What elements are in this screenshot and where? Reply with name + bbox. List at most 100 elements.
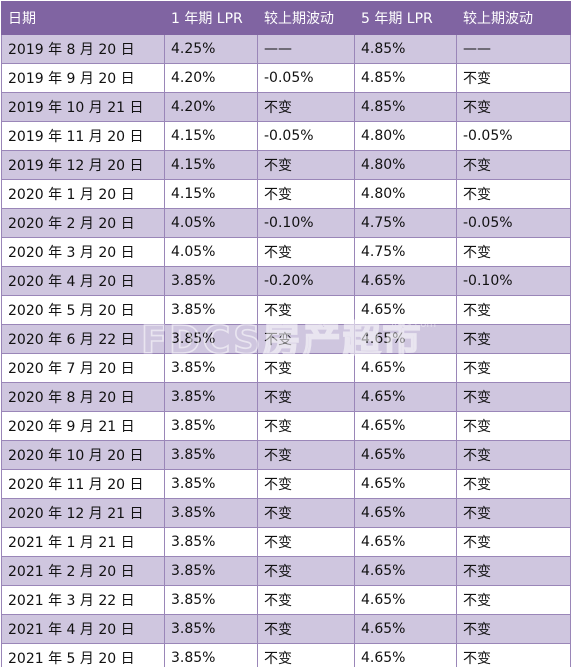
cell-1y-change: -0.05%: [257, 121, 355, 151]
cell-1y-change: 不变: [257, 527, 355, 557]
table-row: 2019 年 12 月 20 日 4.15% 不变 4.80% 不变: [1, 150, 571, 180]
cell-1y-change: 不变: [257, 92, 355, 122]
table-row: 2020 年 4 月 20 日 3.85% -0.20% 4.65% -0.10%: [1, 266, 571, 296]
table-row: 2020 年 8 月 20 日 3.85% 不变 4.65% 不变: [1, 382, 571, 412]
cell-1y-lpr: 3.85%: [164, 469, 258, 499]
cell-1y-change: 不变: [257, 411, 355, 441]
header-5y-change: 较上期波动: [456, 1, 571, 35]
cell-1y-change: 不变: [257, 498, 355, 528]
cell-5y-change: 不变: [456, 585, 571, 615]
cell-date: 2019 年 8 月 20 日: [1, 34, 165, 64]
table-row: 2020 年 3 月 20 日 4.05% 不变 4.75% 不变: [1, 237, 571, 267]
cell-1y-lpr: 3.85%: [164, 382, 258, 412]
table-row: 2020 年 10 月 20 日 3.85% 不变 4.65% 不变: [1, 440, 571, 470]
cell-date: 2020 年 8 月 20 日: [1, 382, 165, 412]
cell-5y-lpr: 4.65%: [354, 469, 457, 499]
cell-1y-lpr: 3.85%: [164, 556, 258, 586]
table-row: 2019 年 9 月 20 日 4.20% -0.05% 4.85% 不变: [1, 63, 571, 93]
cell-5y-change: 不变: [456, 324, 571, 354]
cell-1y-change: 不变: [257, 585, 355, 615]
cell-date: 2020 年 11 月 20 日: [1, 469, 165, 499]
cell-5y-change: 不变: [456, 469, 571, 499]
cell-date: 2021 年 5 月 20 日: [1, 643, 165, 667]
cell-5y-change: 不变: [456, 353, 571, 383]
cell-1y-change: 不变: [257, 295, 355, 325]
cell-1y-lpr: 4.20%: [164, 63, 258, 93]
cell-date: 2019 年 12 月 20 日: [1, 150, 165, 180]
table-row: 2020 年 9 月 21 日 3.85% 不变 4.65% 不变: [1, 411, 571, 441]
header-date: 日期: [1, 1, 165, 35]
cell-5y-lpr: 4.85%: [354, 63, 457, 93]
cell-1y-lpr: 3.85%: [164, 643, 258, 667]
cell-1y-lpr: 3.85%: [164, 527, 258, 557]
cell-1y-change: -0.05%: [257, 63, 355, 93]
cell-date: 2020 年 3 月 20 日: [1, 237, 165, 267]
table-row: 2021 年 4 月 20 日 3.85% 不变 4.65% 不变: [1, 614, 571, 644]
cell-date: 2020 年 10 月 20 日: [1, 440, 165, 470]
cell-1y-lpr: 3.85%: [164, 498, 258, 528]
cell-1y-lpr: 3.85%: [164, 411, 258, 441]
table-body: 2019 年 8 月 20 日 4.25% —— 4.85% —— 2019 年 9 月 …: [1, 34, 571, 667]
cell-date: 2020 年 7 月 20 日: [1, 353, 165, 383]
cell-date: 2020 年 1 月 20 日: [1, 179, 165, 209]
cell-5y-lpr: 4.65%: [354, 498, 457, 528]
cell-5y-change: -0.05%: [456, 121, 571, 151]
cell-1y-change: 不变: [257, 179, 355, 209]
table-row: 2020 年 12 月 21 日 3.85% 不变 4.65% 不变: [1, 498, 571, 528]
cell-5y-lpr: 4.65%: [354, 440, 457, 470]
cell-5y-lpr: 4.65%: [354, 556, 457, 586]
cell-1y-change: 不变: [257, 150, 355, 180]
cell-date: 2020 年 12 月 21 日: [1, 498, 165, 528]
table-header: 日期 1 年期 LPR 较上期波动 5 年期 LPR 较上期波动: [1, 1, 571, 35]
cell-date: 2019 年 11 月 20 日: [1, 121, 165, 151]
cell-1y-lpr: 4.05%: [164, 208, 258, 238]
cell-5y-change: 不变: [456, 411, 571, 441]
cell-date: 2019 年 9 月 20 日: [1, 63, 165, 93]
cell-5y-change: -0.10%: [456, 266, 571, 296]
cell-5y-change: 不变: [456, 237, 571, 267]
cell-5y-change: 不变: [456, 179, 571, 209]
cell-date: 2021 年 4 月 20 日: [1, 614, 165, 644]
cell-1y-lpr: 4.15%: [164, 150, 258, 180]
cell-5y-lpr: 4.80%: [354, 179, 457, 209]
table-row: 2020 年 6 月 22 日 3.85% 不变 4.65% 不变: [1, 324, 571, 354]
cell-date: 2021 年 2 月 20 日: [1, 556, 165, 586]
cell-5y-lpr: 4.65%: [354, 324, 457, 354]
header-1y-change: 较上期波动: [257, 1, 355, 35]
table-row: 2021 年 1 月 21 日 3.85% 不变 4.65% 不变: [1, 527, 571, 557]
cell-5y-lpr: 4.75%: [354, 208, 457, 238]
cell-date: 2021 年 1 月 21 日: [1, 527, 165, 557]
table-row: 2020 年 7 月 20 日 3.85% 不变 4.65% 不变: [1, 353, 571, 383]
cell-1y-lpr: 4.15%: [164, 121, 258, 151]
cell-1y-lpr: 4.05%: [164, 237, 258, 267]
cell-5y-lpr: 4.65%: [354, 614, 457, 644]
cell-date: 2020 年 5 月 20 日: [1, 295, 165, 325]
header-row: 日期 1 年期 LPR 较上期波动 5 年期 LPR 较上期波动: [1, 1, 571, 35]
cell-5y-lpr: 4.80%: [354, 150, 457, 180]
cell-1y-lpr: 3.85%: [164, 440, 258, 470]
cell-5y-change: 不变: [456, 440, 571, 470]
table-row: 2019 年 11 月 20 日 4.15% -0.05% 4.80% -0.05%: [1, 121, 571, 151]
cell-5y-change: 不变: [456, 92, 571, 122]
cell-5y-lpr: 4.80%: [354, 121, 457, 151]
header-1y-lpr: 1 年期 LPR: [164, 1, 258, 35]
cell-1y-lpr: 4.25%: [164, 34, 258, 64]
cell-1y-lpr: 3.85%: [164, 324, 258, 354]
cell-1y-change: 不变: [257, 440, 355, 470]
cell-5y-lpr: 4.65%: [354, 353, 457, 383]
cell-5y-lpr: 4.65%: [354, 295, 457, 325]
table-row: 2020 年 5 月 20 日 3.85% 不变 4.65% 不变: [1, 295, 571, 325]
cell-5y-lpr: 4.65%: [354, 266, 457, 296]
table-row: 2019 年 8 月 20 日 4.25% —— 4.85% ——: [1, 34, 571, 64]
cell-1y-change: ——: [257, 34, 355, 64]
cell-1y-change: -0.10%: [257, 208, 355, 238]
cell-date: 2019 年 10 月 21 日: [1, 92, 165, 122]
cell-1y-change: -0.20%: [257, 266, 355, 296]
cell-1y-change: 不变: [257, 614, 355, 644]
header-5y-lpr: 5 年期 LPR: [354, 1, 457, 35]
cell-1y-lpr: 3.85%: [164, 614, 258, 644]
cell-1y-change: 不变: [257, 556, 355, 586]
cell-5y-change: 不变: [456, 527, 571, 557]
cell-1y-lpr: 3.85%: [164, 266, 258, 296]
cell-1y-change: 不变: [257, 382, 355, 412]
